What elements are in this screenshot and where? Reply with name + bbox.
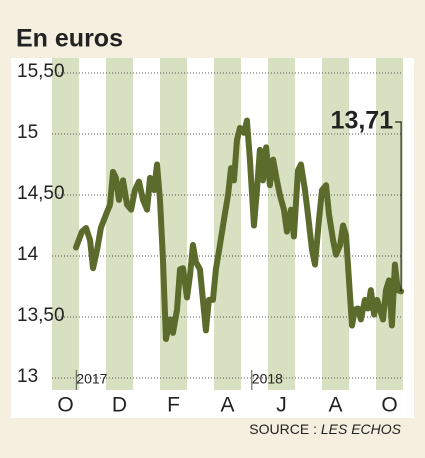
x-tick-label: J: [276, 394, 287, 417]
y-tick-label: 13: [17, 366, 38, 387]
x-tick-label: O: [381, 394, 397, 417]
x-tick-label: F: [167, 394, 180, 417]
value-label: 13,71: [331, 107, 394, 135]
year-label: 2018: [252, 371, 283, 387]
x-tick-label: D: [112, 394, 127, 417]
y-tick-label: 14,50: [17, 183, 65, 204]
month-band: [52, 58, 79, 390]
month-band: [214, 58, 241, 390]
month-band: [376, 58, 403, 390]
y-tick-label: 15,50: [17, 61, 65, 82]
month-band: [106, 58, 133, 390]
source-label: SOURCE :: [249, 421, 317, 437]
price-line: [73, 117, 405, 342]
label-leader: [395, 121, 402, 292]
x-tick-label: A: [220, 394, 234, 417]
source-name: LES ECHOS: [321, 421, 402, 437]
y-tick-label: 13,50: [17, 305, 65, 326]
x-tick-label: A: [328, 394, 342, 417]
y-tick-label: 15: [17, 122, 38, 143]
x-tick-label: O: [57, 394, 73, 417]
chart-title: En euros: [16, 25, 123, 53]
source: SOURCE : LES ECHOS: [249, 421, 401, 437]
y-tick-label: 14: [17, 244, 39, 265]
year-label: 2017: [76, 371, 107, 387]
